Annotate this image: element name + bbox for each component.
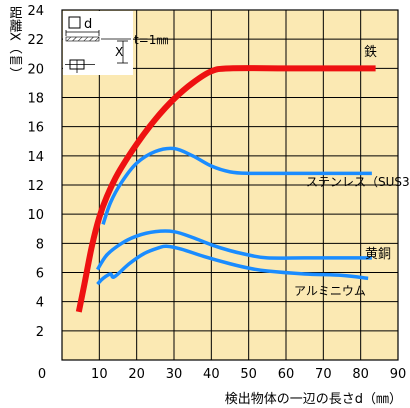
y-tick-label: 22 [27, 33, 44, 48]
label-iron: 鉄 [364, 45, 377, 60]
series-line-0 [75, 65, 376, 313]
y-tick-label: 12 [27, 179, 44, 194]
x-tick-label: 80 [352, 367, 369, 382]
inset-diagram: d t=1㎜ X [63, 11, 168, 75]
y-tick-label: 6 [36, 267, 44, 282]
inset-t-label: t=1㎜ [134, 33, 168, 47]
y-tick-label: 20 [27, 62, 44, 77]
inset-d-label: d [84, 17, 92, 32]
x-tick-label: 60 [278, 367, 295, 382]
label-aluminum: アルミニウム [294, 284, 366, 298]
y-tick-label: 16 [27, 121, 44, 136]
inset-square [68, 16, 81, 29]
series-line-2 [95, 229, 372, 271]
x-axis-label: 検出物体の一辺の長さd（㎜） [225, 392, 402, 407]
label-brass: 黄銅 [365, 247, 391, 262]
y-tick-label: 10 [27, 208, 44, 223]
plot-border [61, 9, 399, 361]
label-stainless: ステンレス（SUS304） [306, 175, 410, 189]
x-tick-label: 30 [166, 367, 183, 382]
x-tick-label: 20 [128, 367, 145, 382]
x-tick-label: 50 [240, 367, 257, 382]
y-tick-label: 24 [27, 4, 44, 19]
y-axis-label: 距離X（㎜） [7, 6, 23, 80]
inset-plate [65, 36, 100, 42]
x-tick-label: 0 [38, 367, 46, 382]
y-tick-label: 4 [36, 296, 44, 311]
x-tick-label: 40 [203, 367, 220, 382]
x-tick-label: 90 [390, 367, 407, 382]
x-ticks: 0 10 20 30 40 50 60 70 80 90 [38, 367, 406, 382]
series-layer [75, 65, 376, 313]
y-tick-label: 8 [36, 237, 44, 252]
inset-background [63, 11, 133, 75]
y-tick-label: 18 [27, 92, 44, 107]
x-tick-label: 10 [91, 367, 108, 382]
series-line-1 [101, 146, 372, 225]
inset-x-label: X [115, 45, 123, 59]
x-tick-label: 70 [315, 367, 332, 382]
y-tick-label: 2 [36, 325, 44, 340]
y-tick-label: 14 [27, 150, 44, 165]
series-line-3 [96, 244, 369, 286]
